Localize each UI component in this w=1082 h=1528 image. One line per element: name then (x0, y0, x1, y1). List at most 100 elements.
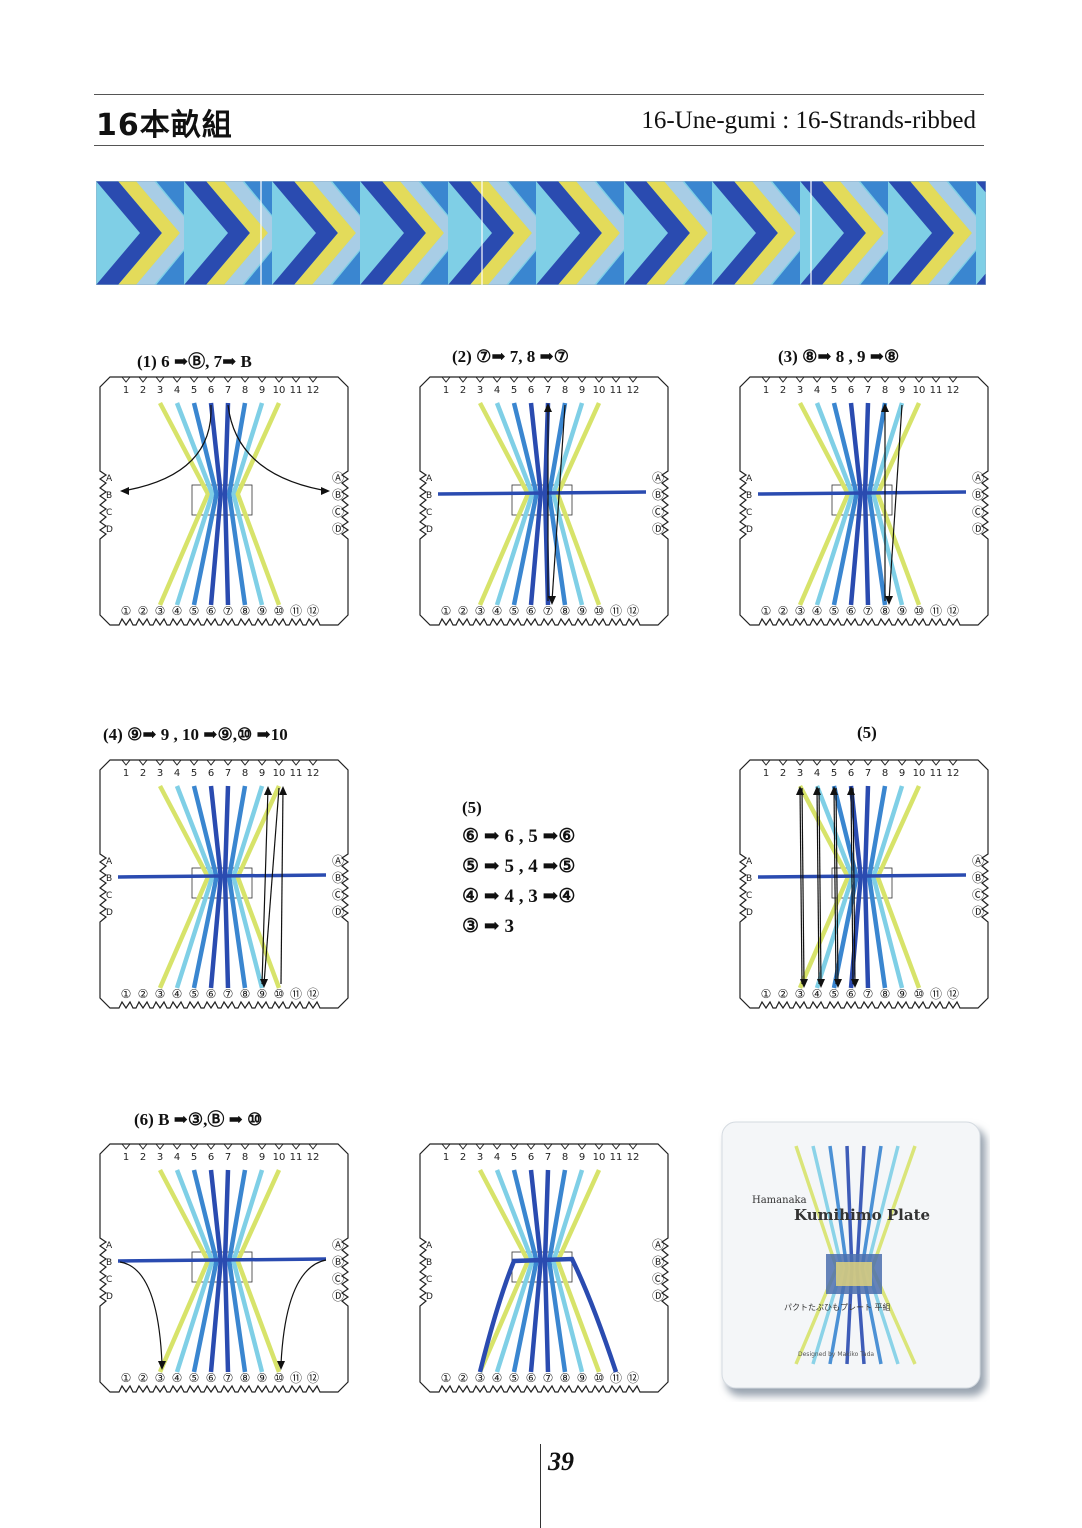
step-4-label: (4) ⑨➡ 9 , 10 ➡⑨,⑩ ➡10 (103, 725, 288, 744)
svg-text:4: 4 (174, 385, 180, 396)
svg-text:7: 7 (225, 385, 231, 396)
svg-text:Ⓑ: Ⓑ (972, 871, 984, 885)
svg-text:③: ③ (795, 987, 806, 1001)
svg-text:Ⓐ: Ⓐ (332, 471, 344, 485)
svg-text:⑨: ⑨ (577, 1371, 588, 1385)
svg-text:9: 9 (579, 1152, 585, 1163)
svg-text:⑨: ⑨ (897, 604, 908, 618)
svg-text:⑧: ⑧ (880, 987, 891, 1001)
svg-text:5: 5 (191, 768, 197, 779)
svg-text:5: 5 (191, 1152, 197, 1163)
svg-text:②: ② (138, 604, 149, 618)
svg-text:D: D (426, 525, 433, 535)
svg-text:12: 12 (307, 1152, 320, 1163)
svg-text:B: B (106, 874, 112, 884)
footer-divider (540, 1444, 541, 1528)
svg-text:10: 10 (593, 1152, 606, 1163)
svg-text:Ⓓ: Ⓓ (332, 905, 344, 919)
top-rule (94, 94, 984, 95)
svg-text:⑪: ⑪ (610, 604, 622, 618)
svg-text:D: D (106, 1292, 113, 1302)
svg-text:⑧: ⑧ (240, 604, 251, 618)
svg-text:C: C (746, 891, 752, 901)
svg-text:①: ① (441, 604, 452, 618)
svg-text:Ⓒ: Ⓒ (972, 505, 984, 519)
svg-text:4: 4 (494, 385, 500, 396)
svg-text:6: 6 (848, 385, 854, 396)
svg-text:1: 1 (443, 385, 449, 396)
svg-text:Ⓓ: Ⓓ (332, 522, 344, 536)
svg-text:⑦: ⑦ (543, 604, 554, 618)
svg-text:⑨: ⑨ (257, 604, 268, 618)
svg-text:5: 5 (511, 385, 517, 396)
svg-text:5: 5 (511, 1152, 517, 1163)
svg-text:B: B (426, 491, 432, 501)
svg-text:5: 5 (831, 385, 837, 396)
svg-text:9: 9 (259, 1152, 265, 1163)
svg-text:8: 8 (242, 768, 248, 779)
svg-text:3: 3 (477, 1152, 483, 1163)
svg-text:⑪: ⑪ (290, 987, 302, 1001)
svg-text:2: 2 (780, 385, 786, 396)
svg-text:⑫: ⑫ (947, 604, 959, 618)
svg-text:Ⓐ: Ⓐ (332, 1238, 344, 1252)
svg-text:A: A (106, 474, 113, 484)
svg-text:C: C (746, 508, 752, 518)
svg-text:⑪: ⑪ (290, 1371, 302, 1385)
svg-text:⑫: ⑫ (947, 987, 959, 1001)
svg-text:⑩: ⑩ (274, 1371, 285, 1385)
svg-text:Ⓒ: Ⓒ (652, 505, 664, 519)
svg-text:C: C (426, 508, 432, 518)
svg-text:⑦: ⑦ (223, 604, 234, 618)
svg-text:7: 7 (865, 768, 871, 779)
svg-text:6: 6 (528, 1152, 534, 1163)
svg-text:Ⓐ: Ⓐ (652, 1238, 664, 1252)
svg-text:⑪: ⑪ (290, 604, 302, 618)
svg-text:3: 3 (797, 768, 803, 779)
svg-text:6: 6 (208, 1152, 214, 1163)
svg-text:④: ④ (492, 604, 503, 618)
svg-text:③: ③ (155, 604, 166, 618)
svg-text:1: 1 (123, 768, 129, 779)
svg-text:9: 9 (899, 385, 905, 396)
svg-text:⑥: ⑥ (206, 987, 217, 1001)
svg-text:B: B (106, 491, 112, 501)
svg-text:11: 11 (930, 385, 943, 396)
svg-text:6: 6 (848, 768, 854, 779)
photo-designer: Designed by Makiko Tada (798, 1351, 874, 1358)
svg-text:C: C (106, 1275, 112, 1285)
svg-text:D: D (106, 908, 113, 918)
svg-text:④: ④ (172, 604, 183, 618)
svg-text:③: ③ (795, 604, 806, 618)
svg-text:Ⓓ: Ⓓ (972, 905, 984, 919)
svg-text:B: B (106, 1258, 112, 1268)
svg-text:1: 1 (763, 385, 769, 396)
svg-text:Ⓒ: Ⓒ (332, 888, 344, 902)
svg-text:Ⓑ: Ⓑ (972, 488, 984, 502)
svg-text:8: 8 (882, 768, 888, 779)
svg-text:⑤: ⑤ (189, 604, 200, 618)
svg-text:①: ① (121, 604, 132, 618)
svg-text:Ⓒ: Ⓒ (332, 505, 344, 519)
svg-text:3: 3 (797, 385, 803, 396)
svg-text:A: A (426, 1241, 433, 1251)
svg-text:1: 1 (123, 1152, 129, 1163)
svg-text:D: D (426, 1292, 433, 1302)
svg-text:①: ① (761, 987, 772, 1001)
svg-text:⑩: ⑩ (274, 604, 285, 618)
svg-text:⑤: ⑤ (509, 1371, 520, 1385)
svg-text:⑥: ⑥ (206, 604, 217, 618)
svg-text:D: D (746, 525, 753, 535)
svg-text:⑩: ⑩ (594, 604, 605, 618)
svg-text:11: 11 (290, 768, 303, 779)
svg-text:⑤: ⑤ (829, 987, 840, 1001)
svg-text:①: ① (121, 1371, 132, 1385)
step-3-label: (3) ⑧➡ 8 , 9 ➡⑧ (778, 347, 900, 366)
svg-text:⑤: ⑤ (509, 604, 520, 618)
svg-text:6: 6 (528, 385, 534, 396)
svg-text:⑤: ⑤ (189, 987, 200, 1001)
svg-text:③: ③ (155, 1371, 166, 1385)
svg-text:Ⓐ: Ⓐ (652, 471, 664, 485)
